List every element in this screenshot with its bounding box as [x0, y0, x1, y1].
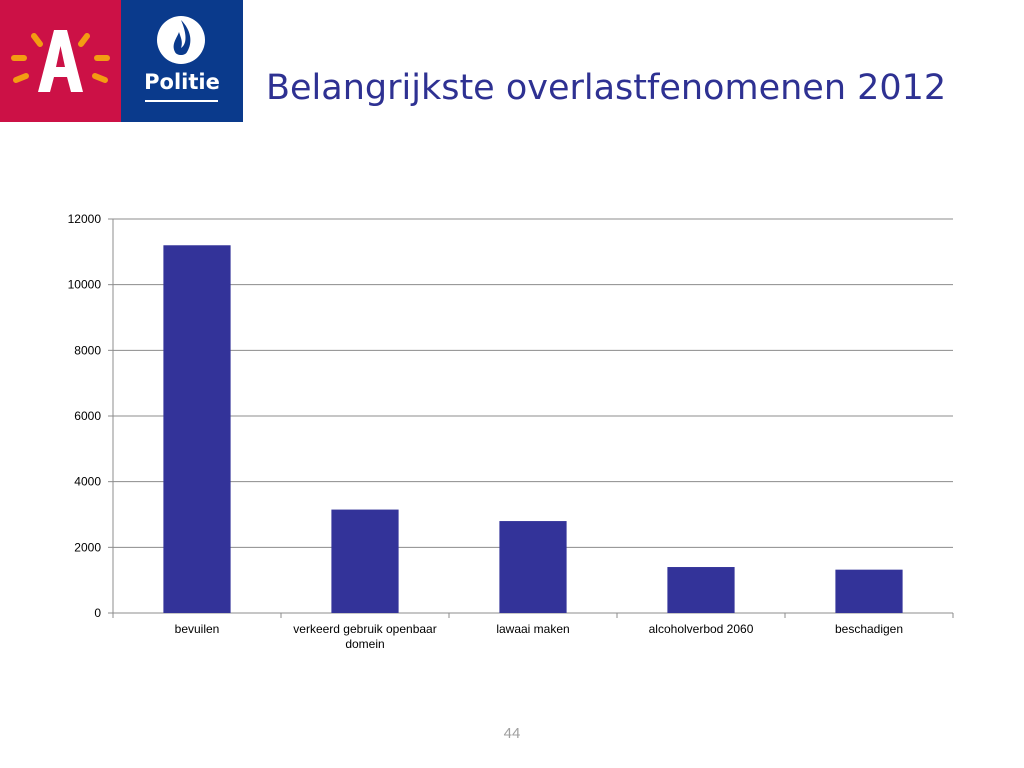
x-tick-label: alcoholverbod 2060 [649, 622, 754, 636]
sun-rays-icon [11, 33, 110, 83]
page-number: 44 [503, 725, 521, 742]
bar [667, 567, 735, 613]
y-tick-label: 4000 [74, 475, 101, 489]
bar [499, 521, 567, 613]
bar [163, 245, 231, 613]
y-tick-label: 8000 [74, 343, 101, 357]
flame-icon [173, 20, 191, 55]
antwerp-logo [0, 0, 121, 122]
x-tick-label: lawaai maken [496, 622, 569, 636]
antwerp-a-icon [38, 30, 83, 92]
x-tick-label: verkeerd gebruik openbaar [293, 622, 436, 636]
y-tick-label: 10000 [68, 278, 102, 292]
x-tick-label: domein [345, 637, 384, 651]
y-tick-label: 2000 [74, 540, 101, 554]
police-flame-graphic [157, 16, 205, 64]
bar [331, 509, 399, 613]
x-tick-label: beschadigen [835, 622, 903, 636]
police-label-underline [145, 100, 218, 102]
police-label: Politie [144, 70, 220, 94]
y-tick-label: 0 [94, 606, 101, 620]
y-tick-label: 12000 [68, 212, 102, 226]
bar [835, 569, 903, 613]
y-tick-label: 6000 [74, 409, 101, 423]
x-tick-label: bevuilen [175, 622, 220, 636]
slide-title: Belangrijkste overlastfenomenen 2012 [266, 68, 947, 108]
police-logo: Politie [121, 0, 243, 122]
antwerp-logo-graphic [11, 30, 110, 92]
